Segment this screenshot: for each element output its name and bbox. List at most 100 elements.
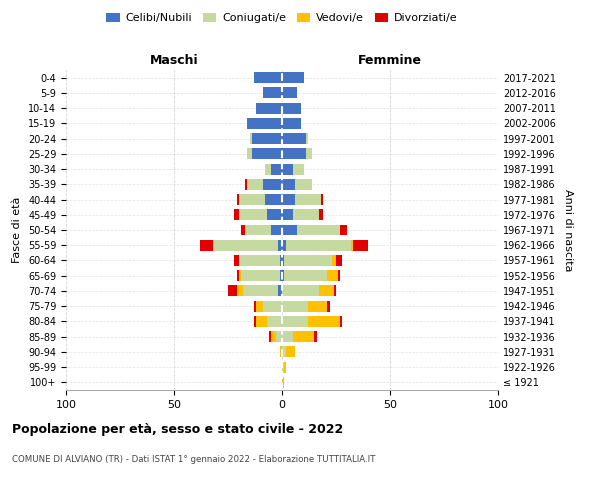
Bar (200, 240, 213, 250)
Bar (278, 286, 282, 296)
Text: Maschi: Maschi (149, 54, 199, 67)
Bar (236, 194, 239, 205)
Bar (250, 133, 252, 144)
Bar (278, 240, 282, 250)
Bar (239, 210, 267, 220)
Bar (319, 210, 323, 220)
Bar (293, 164, 304, 174)
Bar (239, 270, 241, 281)
Y-axis label: Fasce di età: Fasce di età (13, 197, 22, 263)
Bar (286, 346, 295, 358)
Bar (254, 72, 282, 83)
Bar (235, 255, 239, 266)
Bar (282, 118, 301, 129)
Bar (254, 300, 256, 312)
Bar (256, 300, 263, 312)
Bar (280, 270, 282, 281)
Bar (213, 240, 278, 250)
Bar (340, 224, 347, 235)
Bar (282, 286, 319, 296)
Bar (282, 316, 308, 327)
Bar (282, 255, 284, 266)
Bar (282, 346, 286, 358)
Bar (267, 210, 282, 220)
Bar (282, 377, 284, 388)
Bar (252, 133, 282, 144)
Bar (271, 331, 275, 342)
Bar (282, 179, 295, 190)
Bar (334, 286, 336, 296)
Bar (265, 164, 271, 174)
Bar (236, 286, 243, 296)
Bar (336, 255, 343, 266)
Legend: Celibi/Nubili, Coniugati/e, Vedovi/e, Divorziati/e: Celibi/Nubili, Coniugati/e, Vedovi/e, Di… (102, 8, 462, 28)
Bar (321, 194, 323, 205)
Bar (241, 270, 280, 281)
Bar (280, 255, 282, 266)
Bar (282, 194, 295, 205)
Bar (275, 331, 282, 342)
Bar (282, 300, 308, 312)
Bar (328, 270, 338, 281)
Bar (284, 270, 328, 281)
Bar (247, 118, 282, 129)
Bar (293, 210, 319, 220)
Bar (297, 224, 340, 235)
Bar (282, 148, 306, 160)
Bar (265, 194, 282, 205)
Bar (236, 270, 239, 281)
Bar (263, 300, 282, 312)
Bar (340, 316, 343, 327)
Text: Femmine: Femmine (358, 54, 422, 67)
Bar (245, 179, 247, 190)
Text: COMUNE DI ALVIANO (TR) - Dati ISTAT 1° gennaio 2022 - Elaborazione TUTTITALIA.IT: COMUNE DI ALVIANO (TR) - Dati ISTAT 1° g… (12, 455, 376, 464)
Bar (263, 88, 282, 99)
Bar (282, 362, 284, 372)
Bar (306, 133, 308, 144)
Bar (282, 270, 284, 281)
Bar (241, 224, 245, 235)
Bar (239, 255, 280, 266)
Text: Popolazione per età, sesso e stato civile - 2022: Popolazione per età, sesso e stato civil… (12, 422, 343, 436)
Bar (282, 102, 301, 114)
Bar (245, 224, 271, 235)
Bar (282, 210, 293, 220)
Bar (269, 331, 271, 342)
Bar (293, 331, 314, 342)
Bar (280, 346, 282, 358)
Bar (247, 148, 252, 160)
Bar (284, 362, 286, 372)
Bar (282, 224, 297, 235)
Bar (353, 240, 368, 250)
Bar (282, 72, 304, 83)
Bar (256, 316, 267, 327)
Bar (243, 286, 278, 296)
Bar (263, 179, 282, 190)
Bar (338, 270, 340, 281)
Bar (271, 224, 282, 235)
Y-axis label: Anni di nascita: Anni di nascita (563, 188, 572, 271)
Bar (328, 300, 329, 312)
Bar (239, 194, 265, 205)
Bar (284, 255, 332, 266)
Bar (267, 316, 282, 327)
Bar (282, 164, 293, 174)
Bar (235, 210, 239, 220)
Bar (282, 88, 297, 99)
Bar (254, 316, 256, 327)
Bar (282, 331, 293, 342)
Bar (282, 240, 286, 250)
Bar (295, 179, 312, 190)
Bar (306, 148, 312, 160)
Bar (271, 164, 282, 174)
Bar (319, 286, 334, 296)
Bar (308, 300, 328, 312)
Bar (295, 194, 321, 205)
Bar (228, 286, 236, 296)
Bar (286, 240, 351, 250)
Bar (282, 133, 306, 144)
Bar (314, 331, 317, 342)
Bar (247, 179, 263, 190)
Bar (252, 148, 282, 160)
Bar (308, 316, 340, 327)
